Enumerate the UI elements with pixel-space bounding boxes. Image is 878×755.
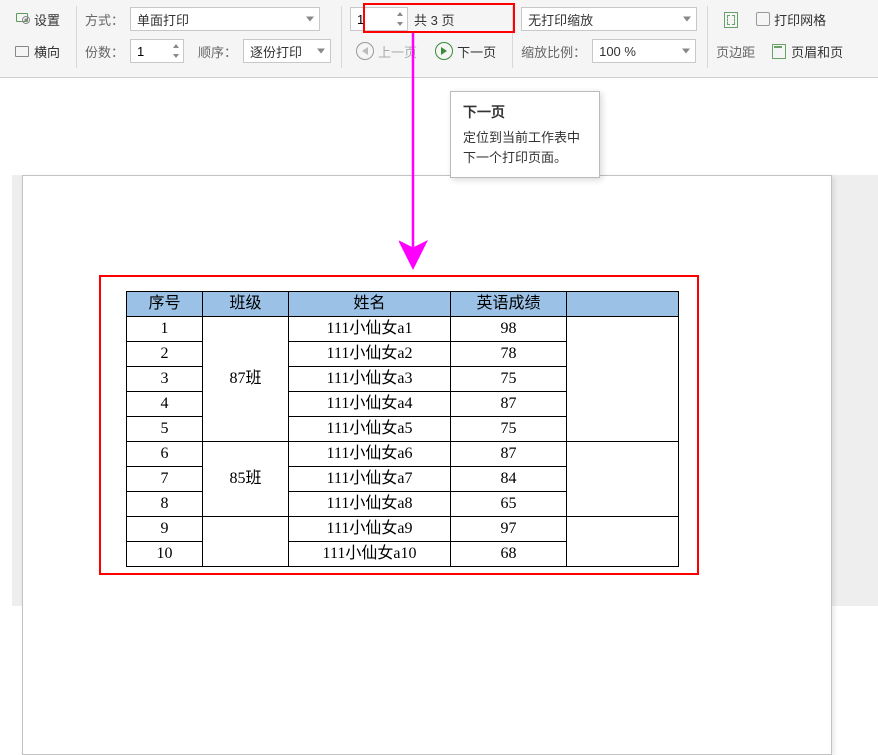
next-page-button[interactable]: 下一页 xyxy=(429,40,502,63)
margin-icon xyxy=(722,11,738,27)
scale-mode-dropdown[interactable]: 无打印缩放 xyxy=(521,7,697,31)
tooltip-title: 下一页 xyxy=(463,102,587,122)
copies-value: 1 xyxy=(137,44,144,59)
next-label: 下一页 xyxy=(457,42,496,61)
print-grid-check[interactable]: 打印网格 xyxy=(750,8,832,31)
cell-seq: 7 xyxy=(127,467,203,492)
cell-empty xyxy=(567,517,679,567)
print-preview-area: 序号 班级 姓名 英语成绩 187班111小仙女a1982111小仙女a2783… xyxy=(12,175,878,606)
landscape-label: 横向 xyxy=(34,42,60,61)
print-toolbar: 设置 横向 方式： 单面打印 份数： 1 顺序： 逐份打印 xyxy=(0,0,878,78)
cell-name: 111小仙女a6 xyxy=(289,442,451,467)
settings-icon xyxy=(14,11,30,27)
cell-name: 111小仙女a8 xyxy=(289,492,451,517)
cell-name: 111小仙女a9 xyxy=(289,517,451,542)
cell-seq: 8 xyxy=(127,492,203,517)
cell-name: 111小仙女a3 xyxy=(289,367,451,392)
cell-seq: 3 xyxy=(127,367,203,392)
preview-page: 序号 班级 姓名 英语成绩 187班111小仙女a1982111小仙女a2783… xyxy=(22,175,832,755)
group-print-mode: 方式： 单面打印 份数： 1 顺序： 逐份打印 xyxy=(85,6,342,68)
cell-name: 111小仙女a1 xyxy=(289,317,451,342)
cell-seq: 4 xyxy=(127,392,203,417)
page-number-stepper[interactable]: 1 xyxy=(350,7,408,31)
cell-name: 111小仙女a5 xyxy=(289,417,451,442)
th-name: 姓名 xyxy=(289,292,451,317)
cell-seq: 2 xyxy=(127,342,203,367)
mode-label: 方式： xyxy=(85,10,124,29)
group-page-layout: 打印网格 页边距 页眉和页 xyxy=(716,6,859,68)
cell-class xyxy=(203,517,289,567)
table-row: 187班111小仙女a198 xyxy=(127,317,679,342)
cell-score: 84 xyxy=(451,467,567,492)
settings-label: 设置 xyxy=(34,10,60,29)
order-dropdown[interactable]: 逐份打印 xyxy=(243,39,331,63)
cell-score: 98 xyxy=(451,317,567,342)
prev-icon xyxy=(356,42,374,60)
cell-seq: 6 xyxy=(127,442,203,467)
next-icon xyxy=(435,42,453,60)
table-header-row: 序号 班级 姓名 英语成绩 xyxy=(127,292,679,317)
cell-score: 87 xyxy=(451,442,567,467)
prev-label: 上一页 xyxy=(378,42,417,61)
scale-mode-value: 无打印缩放 xyxy=(528,10,593,29)
cell-score: 78 xyxy=(451,342,567,367)
cell-name: 111小仙女a4 xyxy=(289,392,451,417)
scale-ratio-dropdown[interactable]: 100 % xyxy=(592,39,696,63)
th-empty xyxy=(567,292,679,317)
next-page-tooltip: 下一页 定位到当前工作表中下一个打印页面。 xyxy=(450,91,600,178)
header-icon xyxy=(771,43,787,59)
cell-empty xyxy=(567,442,679,517)
cell-name: 111小仙女a2 xyxy=(289,342,451,367)
tooltip-body: 定位到当前工作表中下一个打印页面。 xyxy=(463,128,587,167)
scale-ratio-value: 100 % xyxy=(599,44,636,59)
group-page-nav: 1 共 3 页 上一页 下一页 xyxy=(350,6,513,68)
grid-label: 打印网格 xyxy=(774,10,826,29)
group-page-settings: 设置 横向 xyxy=(8,6,77,68)
cell-seq: 10 xyxy=(127,542,203,567)
cell-name: 111小仙女a7 xyxy=(289,467,451,492)
landscape-icon xyxy=(14,43,30,59)
cell-score: 75 xyxy=(451,367,567,392)
cell-class: 87班 xyxy=(203,317,289,442)
cell-seq: 5 xyxy=(127,417,203,442)
table-row: 9 111小仙女a997 xyxy=(127,517,679,542)
landscape-button[interactable]: 横向 xyxy=(8,40,66,63)
margin-button[interactable] xyxy=(716,9,744,29)
mode-dropdown[interactable]: 单面打印 xyxy=(130,7,320,31)
cell-score: 65 xyxy=(451,492,567,517)
page-total: 共 3 页 xyxy=(414,10,454,29)
scale-ratio-label: 缩放比例： xyxy=(521,42,586,61)
cell-score: 75 xyxy=(451,417,567,442)
order-value: 逐份打印 xyxy=(250,42,302,61)
th-score: 英语成绩 xyxy=(451,292,567,317)
cell-score: 97 xyxy=(451,517,567,542)
cell-score: 68 xyxy=(451,542,567,567)
margin-label: 页边距 xyxy=(716,42,755,61)
copies-label: 份数： xyxy=(85,42,124,61)
page-current: 1 xyxy=(357,12,364,27)
table-row: 685班111小仙女a687 xyxy=(127,442,679,467)
header-label: 页眉和页 xyxy=(791,42,843,61)
header-footer-button[interactable]: 页眉和页 xyxy=(765,40,849,63)
cell-score: 87 xyxy=(451,392,567,417)
copies-stepper[interactable]: 1 xyxy=(130,39,184,63)
settings-button[interactable]: 设置 xyxy=(8,8,66,31)
prev-page-button[interactable]: 上一页 xyxy=(350,40,423,63)
checkbox-icon xyxy=(756,12,770,26)
cell-name: 111小仙女a10 xyxy=(289,542,451,567)
cell-empty xyxy=(567,317,679,442)
th-class: 班级 xyxy=(203,292,289,317)
table-body: 187班111小仙女a1982111小仙女a2783111小仙女a3754111… xyxy=(127,317,679,567)
cell-seq: 9 xyxy=(127,517,203,542)
cell-class: 85班 xyxy=(203,442,289,517)
th-seq: 序号 xyxy=(127,292,203,317)
mode-value: 单面打印 xyxy=(137,10,189,29)
group-scale: 无打印缩放 缩放比例： 100 % xyxy=(521,6,708,68)
data-table: 序号 班级 姓名 英语成绩 187班111小仙女a1982111小仙女a2783… xyxy=(126,291,679,567)
order-label: 顺序： xyxy=(198,42,237,61)
cell-seq: 1 xyxy=(127,317,203,342)
